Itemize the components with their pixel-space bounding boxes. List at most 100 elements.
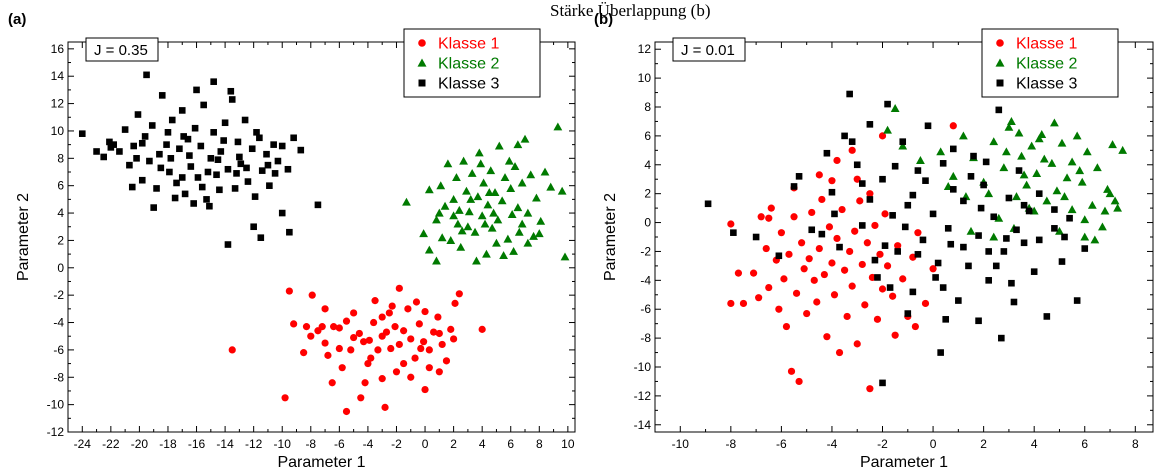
data-point: [355, 329, 363, 338]
data-point: [833, 156, 841, 165]
data-point: [258, 167, 266, 174]
data-point: [1081, 245, 1089, 252]
data-point: [949, 145, 957, 153]
data-point: [271, 170, 279, 177]
data-point: [290, 320, 298, 328]
data-point: [387, 344, 395, 353]
data-point: [967, 173, 975, 180]
data-point: [785, 250, 793, 258]
data-point: [989, 232, 999, 241]
x-tick-label: -6: [776, 437, 787, 451]
data-point: [457, 226, 467, 235]
data-point: [861, 301, 869, 309]
annotation-text: J = 0.01: [681, 42, 735, 59]
data-point: [417, 344, 425, 353]
data-point: [517, 219, 527, 228]
series-2: [883, 104, 1128, 244]
data-point: [898, 141, 908, 150]
data-point: [206, 202, 213, 210]
data-point: [203, 196, 210, 203]
data-point: [335, 324, 343, 332]
data-point: [1017, 151, 1026, 160]
data-point: [998, 334, 1005, 342]
data-point: [777, 229, 785, 237]
data-point: [534, 229, 544, 238]
data-point: [432, 256, 441, 265]
data-point: [838, 205, 846, 214]
legend-label: Klasse 3: [1016, 76, 1077, 93]
legend: Klasse 1 Klasse 2 Klasse 3: [981, 28, 1119, 98]
y-tick-label: -6: [53, 343, 64, 357]
data-point: [992, 262, 1000, 270]
data-point: [184, 135, 192, 143]
data-point: [982, 158, 990, 166]
data-point: [815, 244, 823, 253]
legend-label: Klasse 1: [438, 36, 499, 53]
data-point: [704, 200, 712, 208]
data-point: [157, 164, 165, 172]
data-point: [914, 251, 922, 258]
data-point: [1035, 190, 1043, 197]
data-point: [871, 256, 879, 264]
data-point: [213, 171, 220, 179]
data-point: [929, 210, 937, 218]
x-tick-label: -10: [672, 437, 690, 451]
data-point: [407, 373, 415, 381]
data-point: [820, 270, 828, 279]
x-tick-label: -18: [159, 437, 177, 451]
x-tick-label: -14: [216, 437, 234, 451]
data-point: [281, 394, 289, 402]
data-point: [350, 309, 358, 317]
data-point: [815, 171, 823, 179]
data-point: [300, 349, 308, 357]
data-point: [510, 162, 520, 171]
data-point: [889, 292, 897, 300]
data-point: [163, 141, 170, 148]
data-point: [818, 230, 826, 238]
data-point: [116, 148, 123, 155]
x-tick-label: -22: [102, 437, 120, 451]
data-point: [503, 234, 513, 243]
y-tick-label: -8: [640, 331, 651, 345]
data-point: [513, 203, 523, 212]
data-point: [1020, 239, 1028, 247]
data-point: [253, 129, 260, 136]
data-point: [378, 332, 386, 340]
data-point: [307, 332, 315, 340]
data-point: [231, 185, 239, 192]
data-point: [960, 243, 967, 251]
data-point: [370, 318, 378, 327]
data-point: [990, 213, 998, 221]
data-point: [853, 161, 861, 169]
y-tick-label: 10: [51, 124, 65, 138]
y-tick-label: -10: [47, 398, 65, 412]
data-point: [357, 394, 365, 402]
data-point: [970, 152, 977, 160]
data-point: [321, 339, 329, 347]
data-point: [955, 297, 962, 304]
data-point: [984, 189, 994, 198]
data-point: [187, 163, 195, 170]
data-point: [1058, 258, 1066, 265]
data-point: [450, 335, 458, 343]
panel-label: (a): [8, 11, 26, 28]
data-point: [1039, 154, 1049, 163]
data-point: [517, 178, 527, 187]
data-point: [929, 265, 937, 273]
annotation-box: [672, 37, 746, 62]
data-point: [472, 256, 481, 265]
data-point: [198, 183, 206, 191]
data-point: [324, 351, 332, 359]
y-tick-label: 8: [644, 100, 651, 114]
data-point: [100, 153, 108, 161]
data-point: [425, 364, 433, 372]
data-point: [914, 167, 922, 174]
data-point: [392, 368, 401, 376]
data-point: [420, 338, 428, 346]
panel-label: (b): [594, 11, 613, 28]
data-point: [1051, 225, 1058, 232]
data-point: [787, 367, 796, 375]
data-point: [221, 119, 229, 127]
data-point: [143, 71, 150, 79]
data-point: [499, 251, 508, 259]
